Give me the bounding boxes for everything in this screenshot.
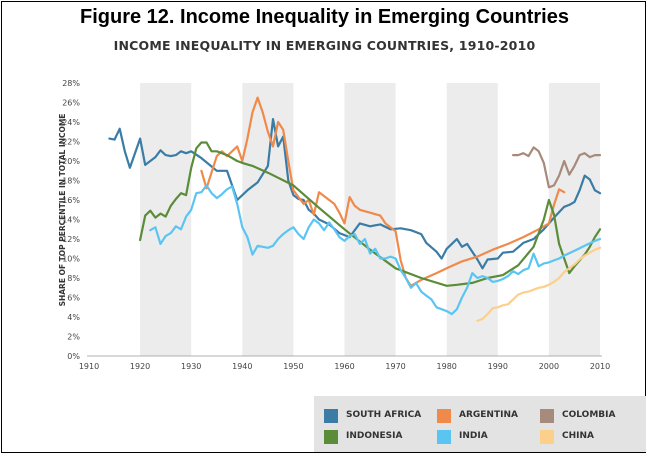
y-tick-label: 18%: [62, 177, 80, 186]
shaded-decade-band: [344, 83, 396, 356]
x-tick-label: 1980: [437, 362, 457, 371]
y-tick-label: 4%: [67, 313, 80, 322]
legend-swatch: [540, 409, 554, 423]
y-tick-label: 10%: [62, 255, 80, 264]
x-tick-label: 1930: [181, 362, 201, 371]
legend-swatch: [324, 409, 338, 423]
legend-swatch: [324, 430, 338, 444]
shaded-decade-band: [548, 83, 600, 356]
y-tick-label: 22%: [62, 138, 80, 147]
shaded-decade-band: [140, 83, 192, 356]
y-tick-label: 12%: [62, 235, 80, 244]
legend-swatch: [540, 430, 554, 444]
shaded-decade-band: [446, 83, 498, 356]
x-tick-label: 1920: [130, 362, 150, 371]
y-tick-label: 2%: [67, 333, 80, 342]
legend-swatch: [437, 409, 451, 423]
figure-title: Figure 12. Income Inequality in Emerging…: [80, 6, 569, 28]
legend-label: CHINA: [562, 431, 594, 441]
legend-label: COLOMBIA: [562, 410, 616, 420]
chart-title: INCOME INEQUALITY IN EMERGING COUNTRIES,…: [113, 38, 536, 53]
y-tick-label: 0%: [67, 352, 80, 361]
y-tick-label: 20%: [62, 157, 80, 166]
y-tick-label: 6%: [67, 294, 80, 303]
legend-label: INDIA: [459, 431, 488, 441]
series-line-china: [476, 246, 602, 322]
x-tick-label: 2000: [539, 362, 559, 371]
legend-label: INDONESIA: [346, 431, 403, 441]
series-line-indonesia: [139, 141, 602, 287]
y-tick-label: 8%: [67, 274, 80, 283]
legend-label: ARGENTINA: [459, 410, 518, 420]
legend-label: SOUTH AFRICA: [346, 410, 422, 420]
legend: SOUTH AFRICA ARGENTINA COLOMBIA INDONESI…: [314, 396, 646, 452]
y-tick-label: 28%: [62, 79, 80, 88]
series-line-argentina: [200, 96, 566, 287]
x-tick-label: 1910: [79, 362, 99, 371]
y-tick-label: 26%: [62, 99, 80, 108]
x-tick-label: 1950: [283, 362, 303, 371]
x-tick-label: 1940: [232, 362, 252, 371]
legend-swatch: [437, 430, 451, 444]
y-tick-label: 14%: [62, 216, 80, 225]
y-axis-label: SHARE OF TOP PERCENTILE IN TOTAL INCOME: [58, 114, 67, 307]
x-tick-label: 1990: [488, 362, 508, 371]
x-tick-label: 1970: [385, 362, 405, 371]
series-line-india: [149, 184, 602, 316]
x-tick-label: 1960: [334, 362, 354, 371]
x-tick-label: 2010: [590, 362, 610, 371]
series-line-colombia: [511, 146, 602, 189]
y-tick-label: 16%: [62, 196, 80, 205]
y-tick-label: 24%: [62, 118, 80, 127]
